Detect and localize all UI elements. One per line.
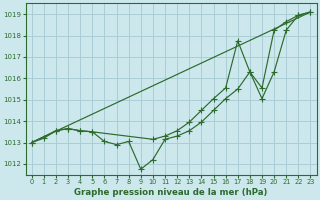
X-axis label: Graphe pression niveau de la mer (hPa): Graphe pression niveau de la mer (hPa) xyxy=(74,188,268,197)
